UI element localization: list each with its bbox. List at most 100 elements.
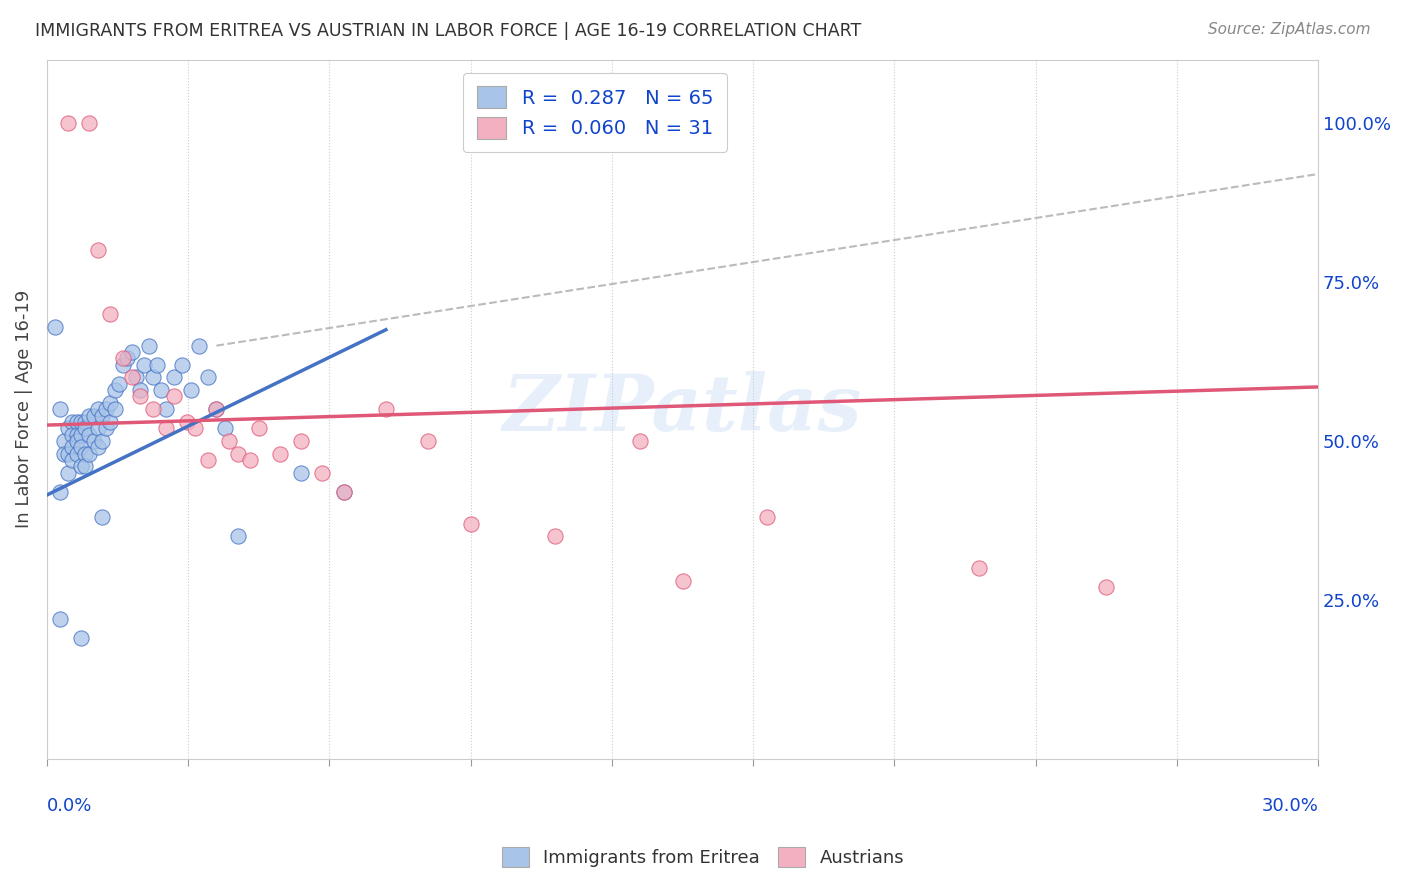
Point <box>73 421 96 435</box>
Point <box>108 376 131 391</box>
Point <box>112 358 135 372</box>
Point <box>218 434 240 448</box>
Point <box>56 116 79 130</box>
Point <box>172 358 194 372</box>
Point <box>155 402 177 417</box>
Point <box>65 447 87 461</box>
Point <box>77 409 100 423</box>
Point <box>69 427 91 442</box>
Point <box>121 345 143 359</box>
Point <box>544 529 567 543</box>
Point <box>142 370 165 384</box>
Point <box>214 421 236 435</box>
Point <box>226 447 249 461</box>
Point <box>87 244 110 258</box>
Point <box>77 427 100 442</box>
Point <box>60 427 83 442</box>
Point <box>60 440 83 454</box>
Point <box>83 409 105 423</box>
Point <box>56 466 79 480</box>
Point <box>205 402 228 417</box>
Text: IMMIGRANTS FROM ERITREA VS AUSTRIAN IN LABOR FORCE | AGE 16-19 CORRELATION CHART: IMMIGRANTS FROM ERITREA VS AUSTRIAN IN L… <box>35 22 862 40</box>
Point <box>96 402 118 417</box>
Point <box>48 484 70 499</box>
Point <box>184 421 207 435</box>
Point <box>247 421 270 435</box>
Point <box>129 383 152 397</box>
Point <box>69 415 91 429</box>
Point <box>155 421 177 435</box>
Point <box>100 415 122 429</box>
Text: ZIPatlas: ZIPatlas <box>503 371 862 448</box>
Point <box>188 338 211 352</box>
Point <box>91 510 114 524</box>
Point <box>48 402 70 417</box>
Text: 30.0%: 30.0% <box>1261 797 1319 815</box>
Point <box>146 358 169 372</box>
Point <box>91 409 114 423</box>
Point <box>418 434 440 448</box>
Point <box>117 351 139 366</box>
Point <box>756 510 779 524</box>
Point <box>87 402 110 417</box>
Point <box>460 516 482 531</box>
Point <box>134 358 156 372</box>
Legend: Immigrants from Eritrea, Austrians: Immigrants from Eritrea, Austrians <box>495 839 911 874</box>
Point <box>60 415 83 429</box>
Text: 0.0%: 0.0% <box>46 797 93 815</box>
Point <box>69 631 91 645</box>
Point <box>290 434 312 448</box>
Point <box>65 415 87 429</box>
Point <box>91 434 114 448</box>
Point <box>142 402 165 417</box>
Point <box>374 402 396 417</box>
Point <box>69 459 91 474</box>
Point <box>69 440 91 454</box>
Point <box>1095 580 1118 594</box>
Point <box>311 466 333 480</box>
Point <box>332 484 354 499</box>
Point <box>48 612 70 626</box>
Point <box>205 402 228 417</box>
Point <box>65 427 87 442</box>
Point <box>100 307 122 321</box>
Point <box>65 434 87 448</box>
Point <box>87 440 110 454</box>
Point <box>125 370 148 384</box>
Point <box>290 466 312 480</box>
Point <box>197 370 219 384</box>
Point <box>77 116 100 130</box>
Point <box>73 447 96 461</box>
Point <box>197 453 219 467</box>
Legend: R =  0.287   N = 65, R =  0.060   N = 31: R = 0.287 N = 65, R = 0.060 N = 31 <box>464 73 727 153</box>
Point <box>56 421 79 435</box>
Point <box>163 389 186 403</box>
Point <box>150 383 173 397</box>
Point <box>269 447 291 461</box>
Point <box>121 370 143 384</box>
Point <box>176 415 198 429</box>
Point <box>104 402 127 417</box>
Text: Source: ZipAtlas.com: Source: ZipAtlas.com <box>1208 22 1371 37</box>
Y-axis label: In Labor Force | Age 16-19: In Labor Force | Age 16-19 <box>15 290 32 528</box>
Point <box>77 447 100 461</box>
Point <box>628 434 651 448</box>
Point <box>44 319 66 334</box>
Point <box>967 561 990 575</box>
Point <box>87 421 110 435</box>
Point <box>96 421 118 435</box>
Point <box>60 453 83 467</box>
Point <box>138 338 160 352</box>
Point <box>104 383 127 397</box>
Point <box>73 459 96 474</box>
Point <box>180 383 202 397</box>
Point <box>129 389 152 403</box>
Point <box>100 396 122 410</box>
Point <box>52 447 75 461</box>
Point <box>163 370 186 384</box>
Point <box>332 484 354 499</box>
Point <box>112 351 135 366</box>
Point <box>226 529 249 543</box>
Point <box>671 574 693 588</box>
Point <box>52 434 75 448</box>
